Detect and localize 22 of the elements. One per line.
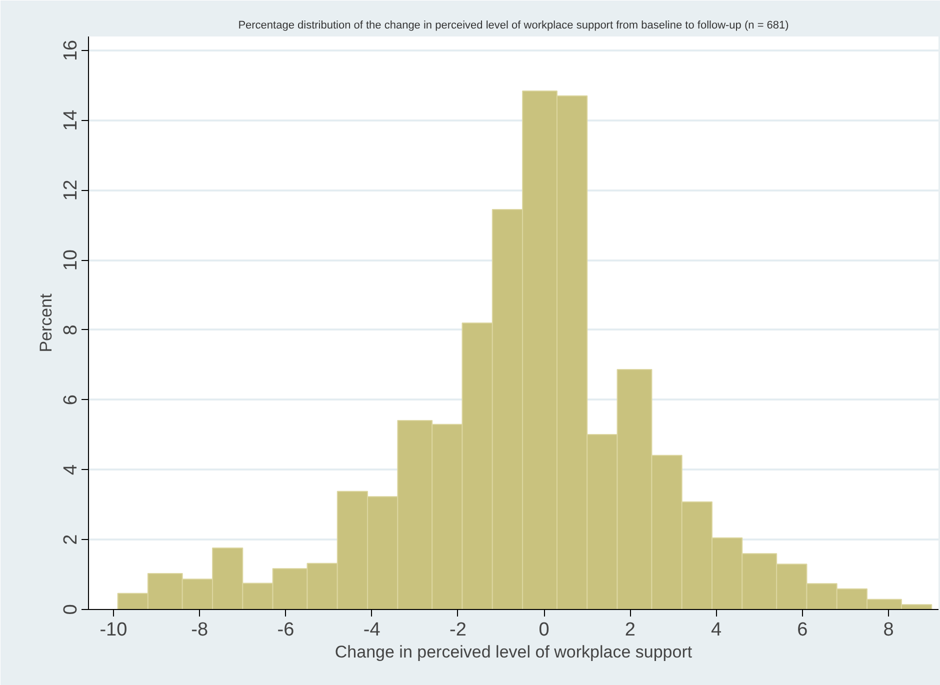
x-tick-label: 6 — [797, 620, 808, 640]
y-tick-label: 12 — [60, 180, 82, 201]
chart-title: Percentage distribution of the change in perceived level of workplace support from baseline to follow-up (n = 681) — [238, 20, 789, 32]
x-tick-label: -4 — [363, 620, 381, 640]
x-tick-label: 8 — [883, 620, 894, 640]
x-tick-label: -6 — [277, 620, 294, 640]
y-axis-title: Percent — [36, 293, 56, 352]
y-tick-label: 4 — [60, 464, 82, 476]
x-tick-label: -8 — [191, 620, 208, 640]
y-tick-label: 8 — [60, 324, 82, 336]
x-tick-label: 0 — [538, 620, 550, 640]
x-tick-label: 4 — [711, 620, 722, 640]
y-tick-label: 6 — [60, 394, 82, 406]
x-tick-label: -10 — [100, 620, 128, 640]
x-tick-label: 2 — [624, 620, 636, 640]
y-tick-label: 10 — [60, 250, 82, 271]
x-tick-label: -2 — [450, 620, 466, 640]
y-tick-label: 0 — [60, 604, 82, 615]
y-tick-label: 2 — [60, 534, 82, 545]
x-axis-title: Change in perceived level of workplace support — [334, 642, 692, 662]
y-tick-label: 16 — [60, 40, 82, 62]
y-tick-label: 14 — [60, 109, 82, 131]
